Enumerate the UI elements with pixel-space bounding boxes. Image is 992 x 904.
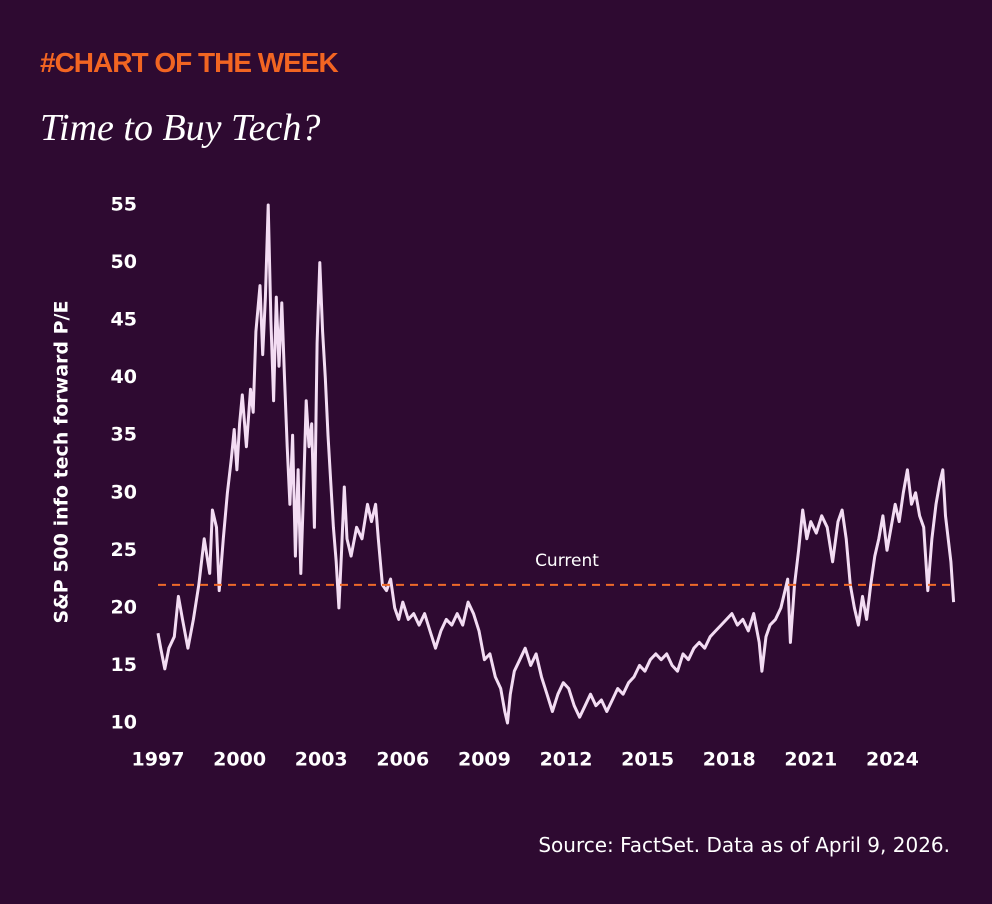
x-tick-label: 2021 [784,749,837,771]
y-tick-label: 35 [111,424,137,446]
x-tick-label: 2003 [295,749,348,771]
y-tick-label: 15 [111,654,137,676]
source: Source: FactSet. Data as of April 9, 202… [538,833,950,857]
pe-line [156,203,956,725]
x-tick-label: 2018 [703,749,756,771]
y-tick-label: 10 [111,711,137,733]
y-tick-label: 20 [111,596,137,618]
y-tick-label: 45 [111,309,137,331]
chart-title: Time to Buy Tech? [40,107,320,149]
y-tick-label: 25 [111,539,137,561]
x-tick-label: 2000 [213,749,266,771]
x-tick-label: 2009 [458,749,511,771]
y-tick-label: 55 [111,194,137,216]
reference-label: Current [535,551,599,571]
y-tick-label: 40 [111,366,137,388]
x-tick-label: 2024 [866,749,919,771]
x-tick-label: 2015 [621,749,674,771]
x-tick-label: 2006 [376,749,429,771]
y-axis-label: S&P 500 info tech forward P/E [51,301,73,624]
y-tick-label: 50 [111,251,137,273]
x-tick-label: 2012 [540,749,593,771]
x-tick-label: 1997 [132,749,185,771]
kicker: #CHART OF THE WEEK [40,47,339,78]
y-tick-label: 30 [111,481,137,503]
